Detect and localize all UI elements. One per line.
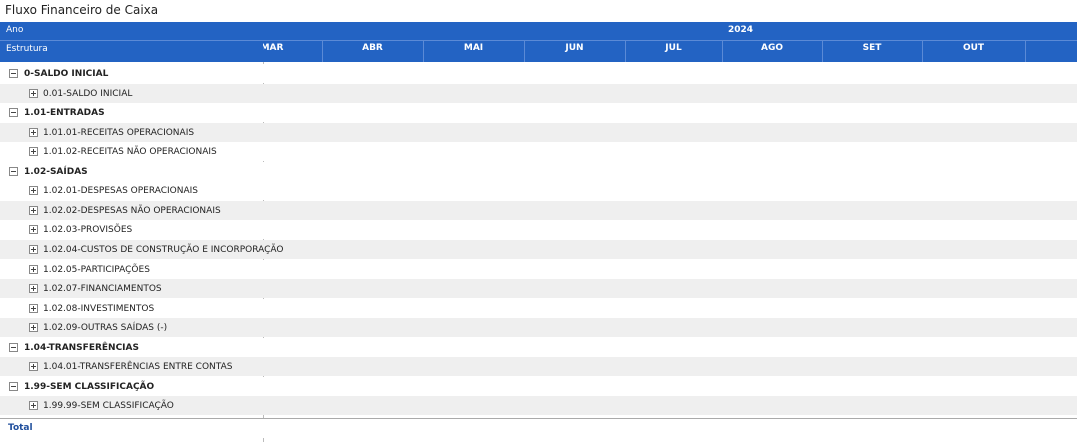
toggle-holder <box>0 84 40 103</box>
row-background <box>0 260 1077 279</box>
toggle-holder <box>0 240 40 259</box>
toggle-holder <box>0 377 40 396</box>
expand-toggle[interactable] <box>29 401 38 410</box>
toggle-holder <box>0 181 40 200</box>
row-background <box>0 84 1077 103</box>
row-label: 1.02.04-CUSTOS DE CONSTRUÇÃO E INCORPORA… <box>43 244 284 255</box>
expand-toggle[interactable] <box>29 89 38 98</box>
expand-toggle[interactable] <box>9 69 18 78</box>
expand-toggle[interactable] <box>29 147 38 156</box>
row-label: 1.02.02-DESPESAS NÃO OPERACIONAIS <box>43 205 221 216</box>
toggle-holder <box>0 201 40 220</box>
expand-toggle[interactable] <box>29 245 38 254</box>
row-background <box>0 240 1077 259</box>
expand-toggle[interactable] <box>29 206 38 215</box>
row-label: 1.02.08-INVESTIMENTOS <box>43 303 155 314</box>
month-header: OUT <box>962 43 985 53</box>
expand-toggle[interactable] <box>29 304 38 313</box>
toggle-holder <box>0 220 40 239</box>
toggle-holder <box>0 123 40 142</box>
toggle-holder <box>0 299 40 318</box>
row-background <box>0 142 1077 161</box>
expand-toggle[interactable] <box>29 265 38 274</box>
row-background <box>0 64 1077 83</box>
row-background <box>0 318 1077 337</box>
row-background <box>0 103 1077 122</box>
column-divider <box>625 40 626 62</box>
month-header: MAR <box>263 43 284 53</box>
row-label: 0-SALDO INICIAL <box>24 68 109 79</box>
month-header: JUN <box>565 43 584 53</box>
column-divider <box>524 40 525 62</box>
year: 2024 <box>728 25 754 35</box>
row-background <box>0 181 1077 200</box>
toggle-holder <box>0 103 40 122</box>
month-header: JUL <box>665 43 682 53</box>
row-background <box>0 418 1077 438</box>
row-background <box>0 220 1077 239</box>
row-background <box>0 338 1077 357</box>
toggle-holder <box>0 318 40 337</box>
total-label: Total <box>8 422 33 433</box>
expand-toggle[interactable] <box>9 167 18 176</box>
year-label: Ano <box>6 25 24 35</box>
month-header: ABR <box>362 43 383 53</box>
column-divider <box>322 40 323 62</box>
toggle-holder <box>0 142 40 161</box>
row-background <box>0 279 1077 298</box>
row-background <box>0 201 1077 220</box>
row-label: 1.02.03-PROVISÕES <box>43 224 133 235</box>
row-label: 1.02.05-PARTICIPAÇÕES <box>43 264 150 275</box>
column-divider <box>722 40 723 62</box>
column-divider <box>423 40 424 62</box>
header-divider <box>0 40 1077 41</box>
expand-toggle[interactable] <box>29 225 38 234</box>
row-label: 1.99-SEM CLASSIFICAÇÃO <box>24 381 155 392</box>
column-divider <box>822 40 823 62</box>
row-label: 1.01-ENTRADAS <box>24 107 105 118</box>
column-divider <box>922 40 923 62</box>
toggle-holder <box>0 64 40 83</box>
row-label: 1.99.99-SEM CLASSIFICAÇÃO <box>43 400 174 411</box>
expand-toggle[interactable] <box>29 284 38 293</box>
expand-toggle[interactable] <box>29 362 38 371</box>
row-background <box>0 396 1077 415</box>
row-label: 1.02.07-FINANCIAMENTOS <box>43 283 162 294</box>
row-background <box>0 377 1077 396</box>
structure-label: Estrutura <box>6 44 48 54</box>
row-background <box>0 299 1077 318</box>
column-divider <box>1025 40 1026 62</box>
expand-toggle[interactable] <box>9 382 18 391</box>
row-label: 0.01-SALDO INICIAL <box>43 88 133 99</box>
row-background <box>0 123 1077 142</box>
month-header: SET <box>862 43 882 53</box>
month-header: AGO <box>760 43 783 53</box>
table-header: Ano Estrutura 2024 <box>0 22 1077 62</box>
toggle-holder <box>0 162 40 181</box>
row-background <box>0 162 1077 181</box>
row-label: 1.02.09-OUTRAS SAÍDAS (-) <box>43 322 168 333</box>
expand-toggle[interactable] <box>9 343 18 352</box>
toggle-holder <box>0 338 40 357</box>
toggle-holder <box>0 260 40 279</box>
row-label: 1.04.01-TRANSFERÊNCIAS ENTRE CONTAS <box>43 361 233 372</box>
row-label: 1.02.01-DESPESAS OPERACIONAIS <box>43 185 199 196</box>
report-title: Fluxo Financeiro de Caixa <box>5 3 159 17</box>
row-label: 1.02-SAÍDAS <box>24 166 88 177</box>
toggle-holder <box>0 279 40 298</box>
expand-toggle[interactable] <box>9 108 18 117</box>
toggle-holder <box>0 396 40 415</box>
expand-toggle[interactable] <box>29 186 38 195</box>
expand-toggle[interactable] <box>29 323 38 332</box>
row-label: 1.01.02-RECEITAS NÃO OPERACIONAIS <box>43 146 217 157</box>
month-header: MAI <box>463 43 484 53</box>
toggle-holder <box>0 357 40 376</box>
row-label: 1.01.01-RECEITAS OPERACIONAIS <box>43 127 195 138</box>
row-label: 1.04-TRANSFERÊNCIAS <box>24 342 139 353</box>
expand-toggle[interactable] <box>29 128 38 137</box>
row-background <box>0 357 1077 376</box>
